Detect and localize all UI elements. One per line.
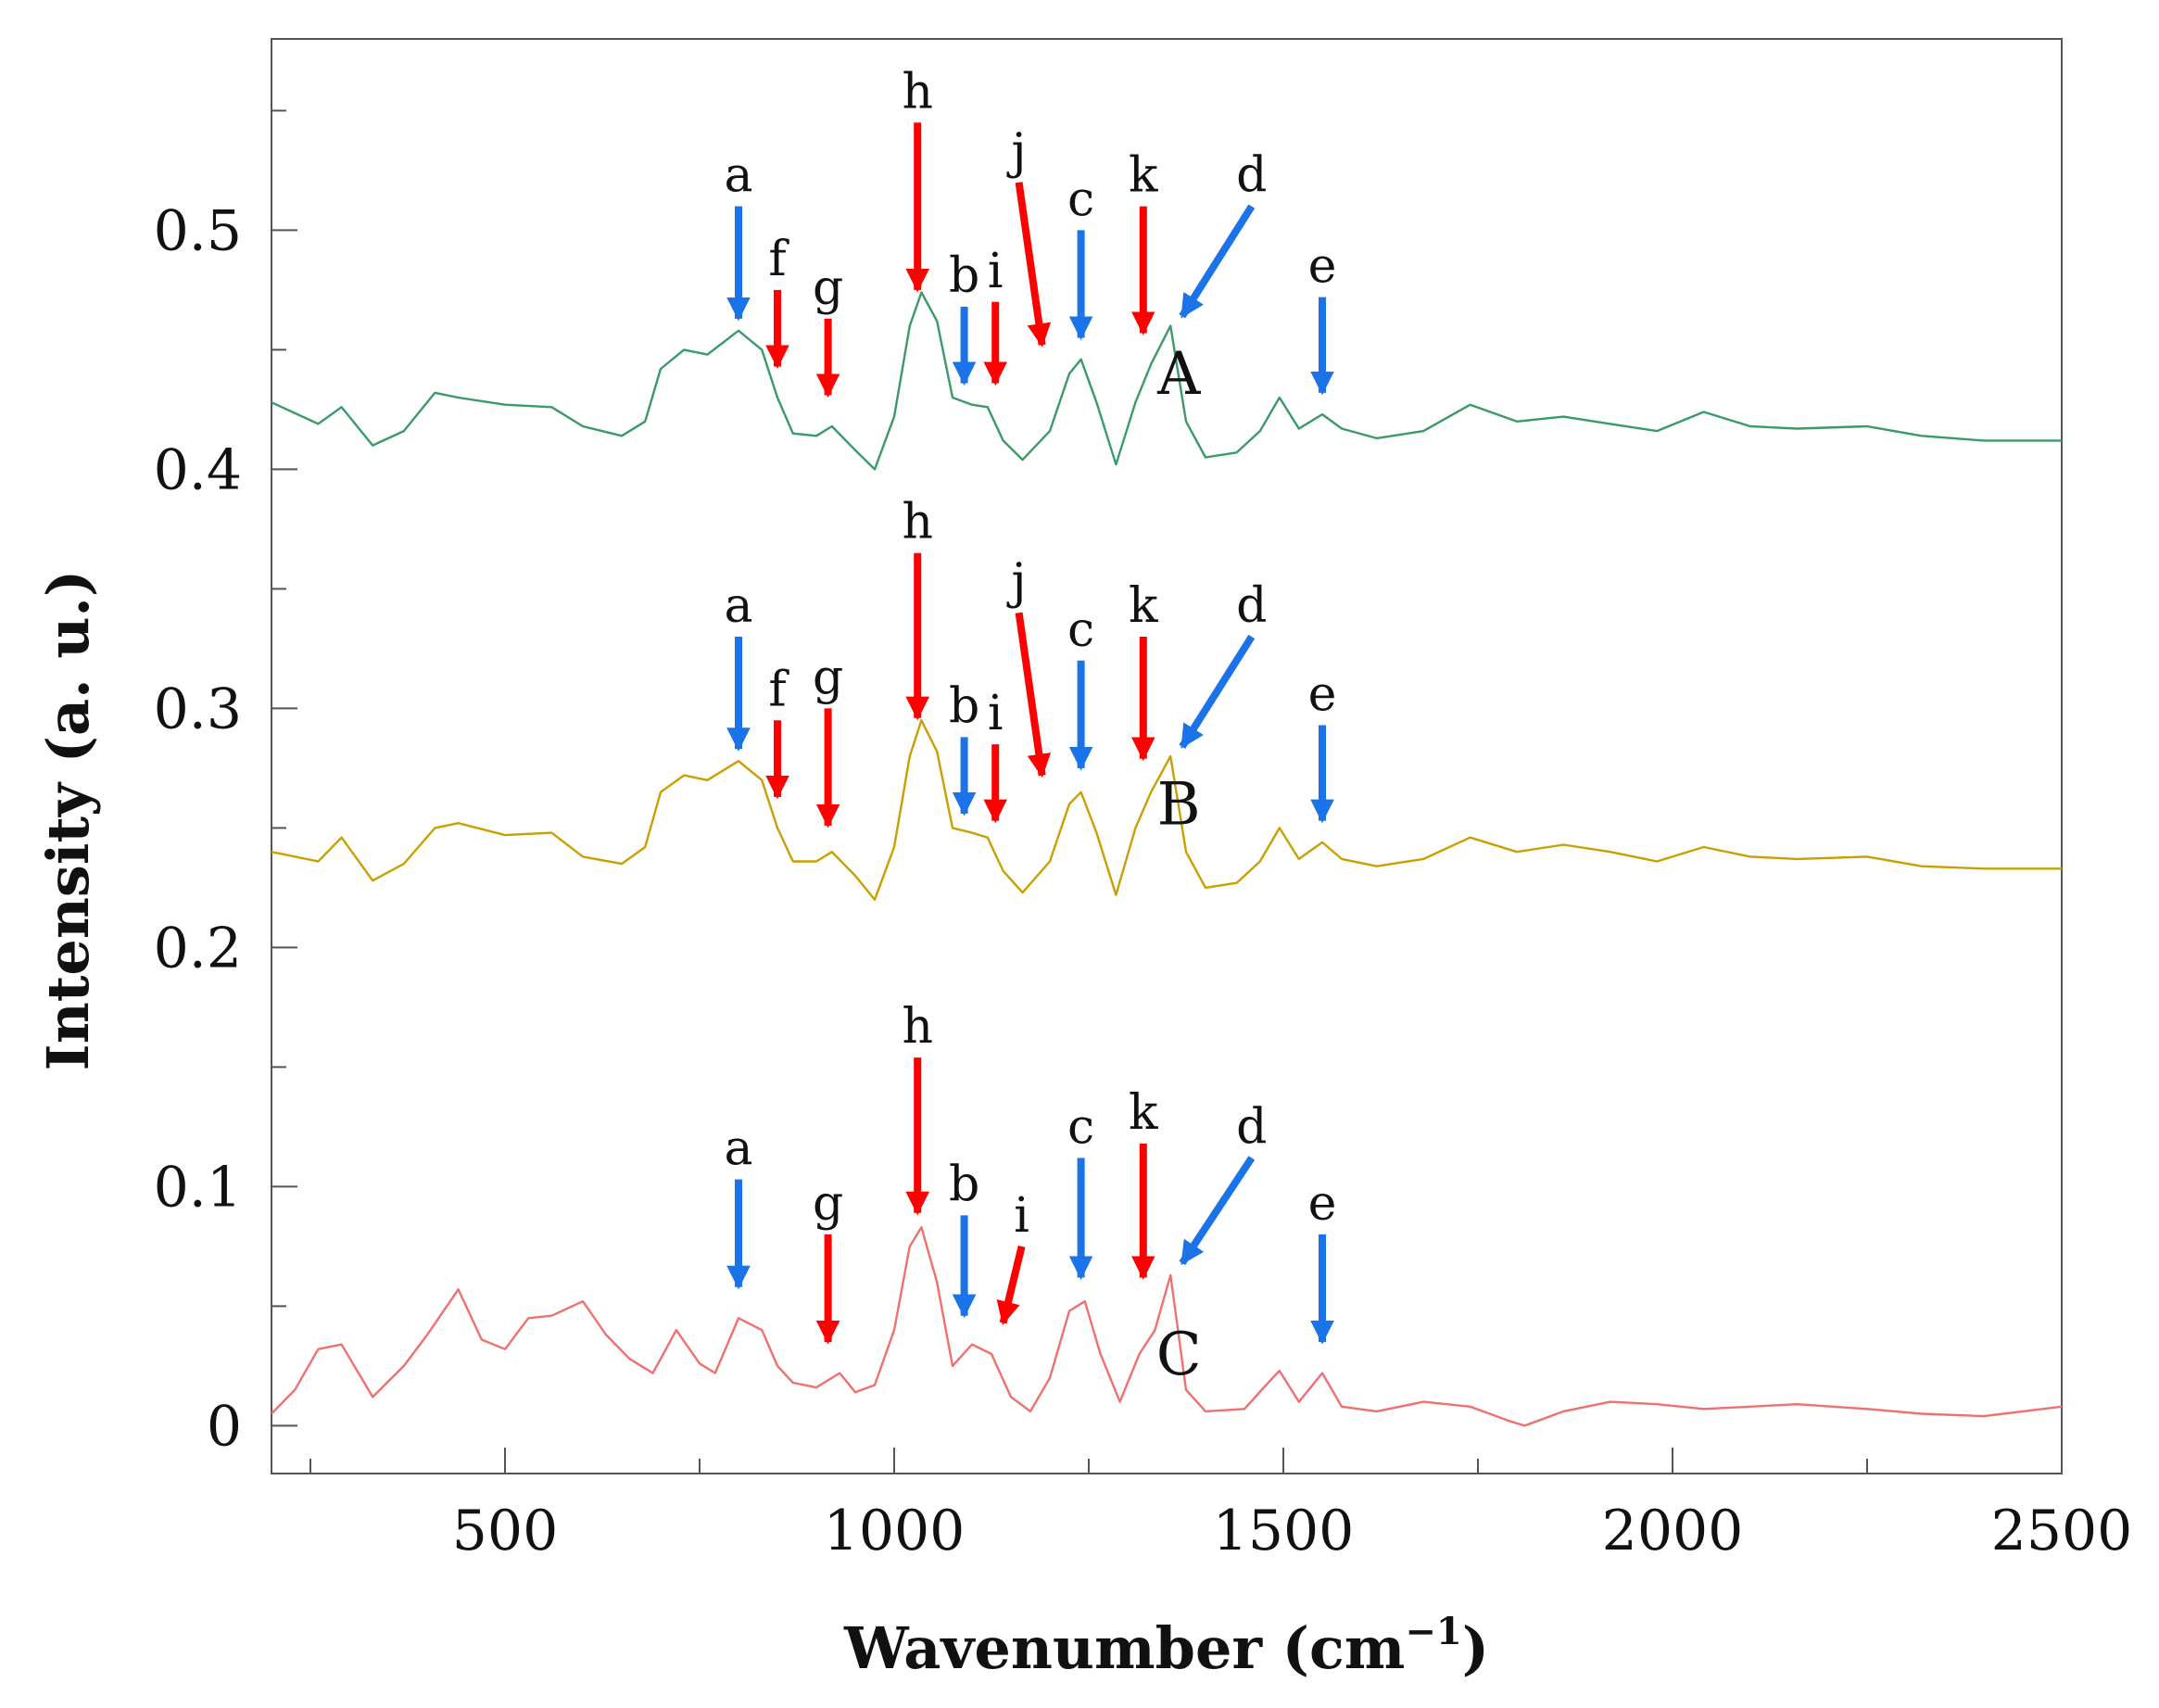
series-line-c [271, 1226, 2063, 1427]
peak-label-b-g: g [813, 650, 843, 705]
peak-label-b-h: h [902, 495, 933, 550]
peak-label-b-b: b [949, 678, 979, 734]
x-axis-title: Wavenumber (cm−1) [843, 1610, 1489, 1682]
series-label-b: B [1157, 771, 1201, 840]
x-tick-label: 1000 [824, 1499, 966, 1563]
peak-label-b-c: c [1067, 602, 1094, 658]
y-tick-label: 0 [207, 1394, 242, 1459]
peak-label-a-k: k [1129, 148, 1158, 204]
x-axis-title-close: ) [1462, 1614, 1489, 1682]
peak-arrow-c-i [996, 1245, 1026, 1325]
peak-arrow-b-d [1179, 634, 1256, 749]
peak-label-b-i: i [988, 686, 1004, 741]
peak-label-a-j: j [1007, 124, 1027, 180]
y-axis-title: Intensity (a. u.) [34, 570, 102, 1071]
peak-label-a-a: a [724, 148, 752, 204]
series-labels: A B C [1156, 340, 1202, 1389]
peak-arrow-a-d [1179, 204, 1256, 319]
peak-label-a-i: i [988, 244, 1004, 299]
y-tick-label: 0.2 [154, 916, 242, 981]
peak-label-c-k: k [1129, 1085, 1158, 1141]
peak-arrow-c-d [1179, 1156, 1256, 1266]
x-tick-label: 1500 [1213, 1499, 1355, 1563]
peak-label-c-d: d [1236, 1099, 1267, 1155]
peak-label-a-e: e [1308, 239, 1337, 295]
peak-label-c-i: i [1014, 1188, 1029, 1244]
series-line-a [271, 291, 2062, 471]
y-tick-label: 0.4 [154, 437, 242, 502]
peak-label-b-j: j [1007, 554, 1027, 610]
peak-label-c-h: h [902, 999, 933, 1055]
peak-label-c-b: b [949, 1157, 979, 1212]
x-tick-label: 2500 [1991, 1499, 2133, 1563]
peak-label-b-k: k [1129, 578, 1158, 634]
y-tick-label: 0.5 [154, 198, 242, 263]
plot-frame [271, 38, 2063, 1474]
peak-label-a-d: d [1236, 148, 1267, 204]
x-tick-label: 500 [452, 1499, 559, 1563]
peak-label-a-f: f [768, 232, 789, 287]
peak-label-c-e: e [1308, 1176, 1337, 1232]
peak-arrow-b-j [1015, 612, 1052, 778]
peak-label-a-c: c [1067, 171, 1094, 227]
x-tick-label: 2000 [1602, 1499, 1744, 1563]
peak-label-a-h: h [902, 64, 933, 120]
peak-label-a-g: g [813, 260, 843, 316]
peak-label-a-b: b [949, 248, 979, 304]
peak-label-c-a: a [724, 1121, 752, 1177]
series-label-c: C [1156, 1321, 1202, 1389]
series-lines [271, 291, 2063, 1427]
peak-label-c-g: g [813, 1176, 843, 1232]
peak-label-b-a: a [724, 578, 752, 634]
peak-arrow-a-j [1015, 182, 1052, 348]
peak-label-b-e: e [1308, 666, 1337, 722]
series-line-b [271, 719, 2062, 901]
axis-ticks [271, 109, 2063, 1474]
axis-tick-labels: 500 1000 1500 2000 2500 0 0.1 0.2 0.3 0.4 0.5 [154, 198, 2133, 1563]
y-tick-label: 0.1 [154, 1155, 242, 1220]
y-tick-label: 0.3 [154, 677, 242, 741]
series-label-a: A [1156, 340, 1201, 409]
x-axis-title-sup: −1 [1405, 1610, 1461, 1653]
peak-label-b-f: f [768, 662, 789, 717]
peak-label-b-d: d [1236, 578, 1267, 634]
peak-label-c-c: c [1067, 1099, 1094, 1155]
